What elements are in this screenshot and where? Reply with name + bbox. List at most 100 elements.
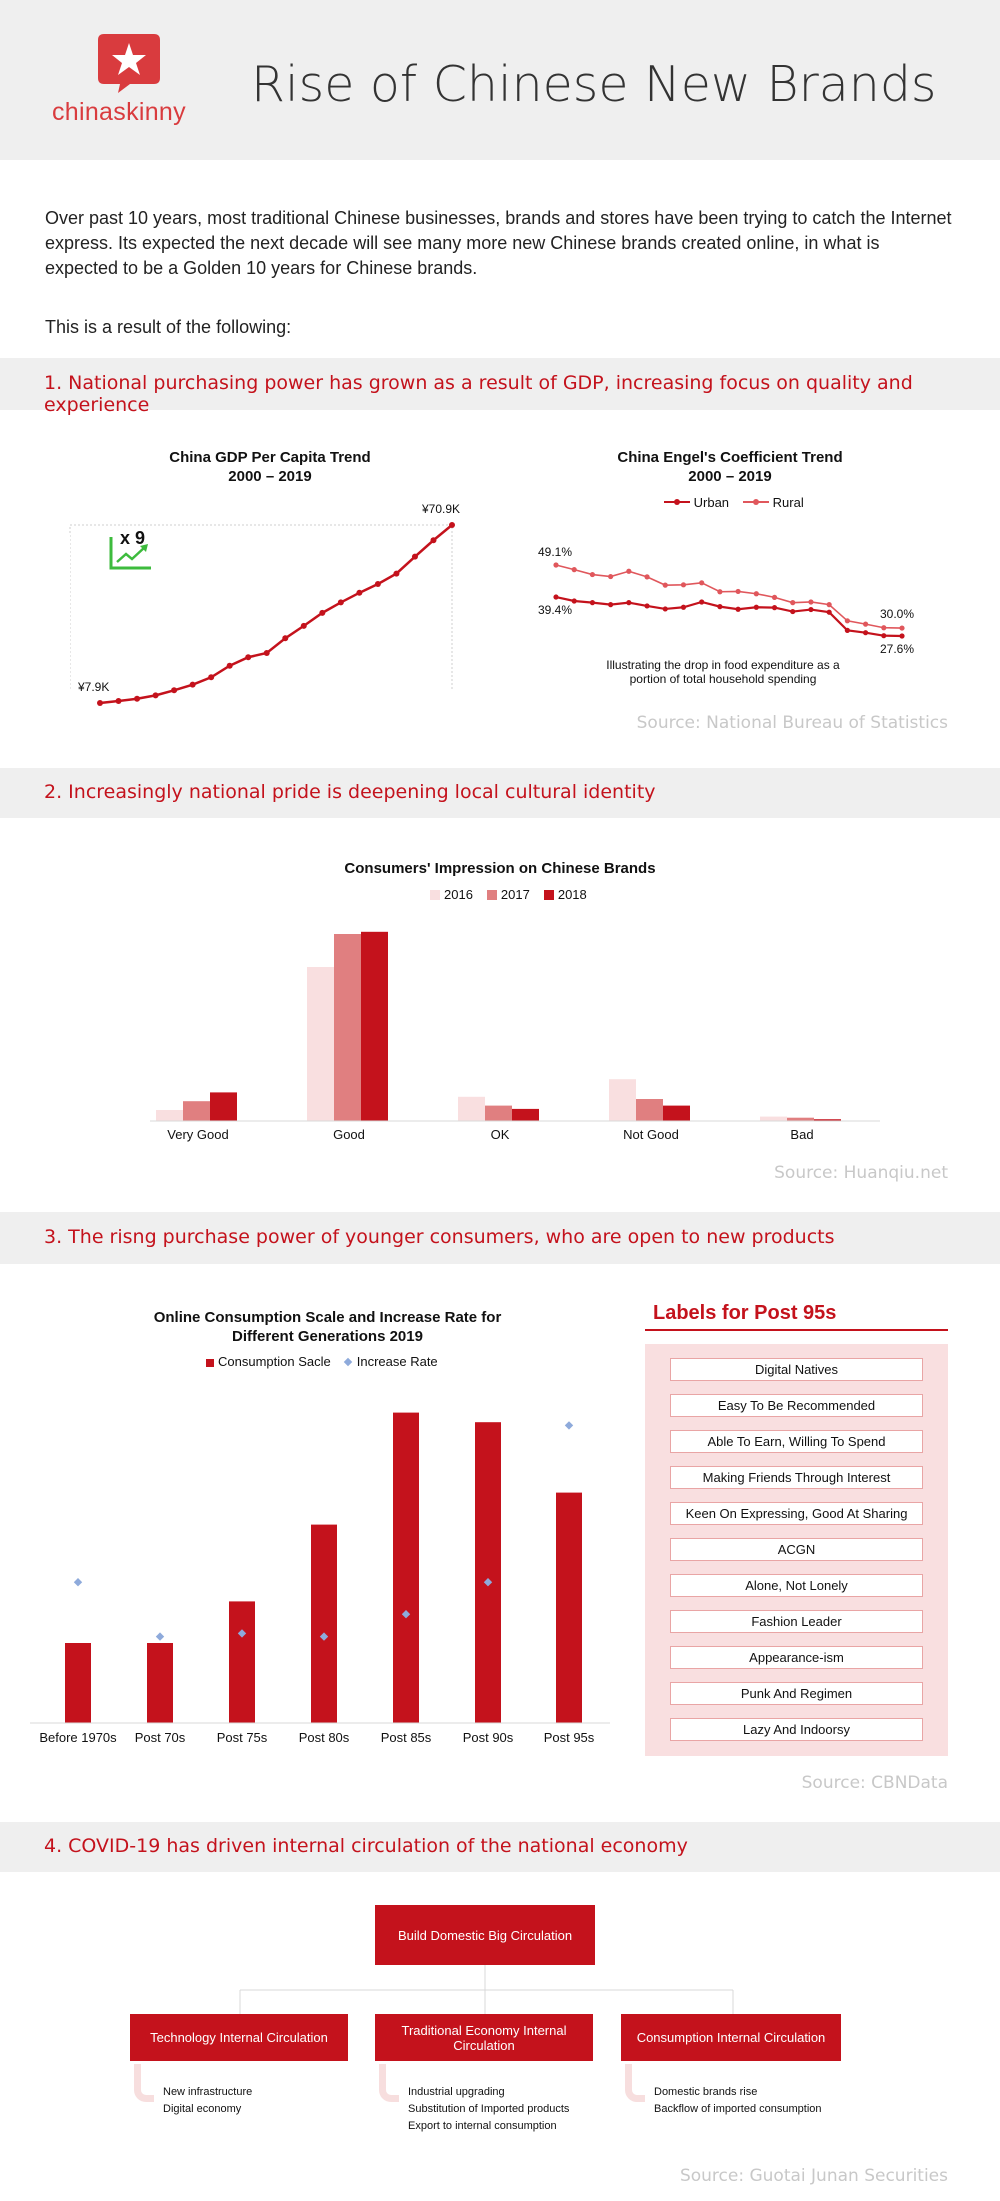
engel-chart: 49.1% 39.4% 30.0% 27.6% — [538, 545, 914, 656]
impression-chart-title: Consumers' Impression on Chinese Brands — [344, 860, 656, 877]
gdp-guide-box — [69, 524, 453, 706]
generations-legend: Consumption Sacle Increase Rate — [206, 1354, 438, 1369]
engel-point-urban — [862, 630, 869, 636]
section-3-band — [0, 1212, 1000, 1264]
gdp-point — [134, 695, 141, 702]
gdp-end-label: ¥70.9K — [421, 502, 460, 516]
engel-point-urban — [644, 603, 650, 609]
engel-point-rural — [771, 594, 778, 600]
engel-point-urban — [790, 608, 796, 615]
engel-point-rural — [717, 589, 723, 595]
engel-urban-start-label: 39.4% — [538, 603, 572, 617]
list-item: Digital economy — [163, 2103, 242, 2115]
list-item: Export to internal consumption — [408, 2120, 557, 2132]
growth-chart-icon — [109, 537, 151, 570]
legend-2018: 2018 — [543, 887, 587, 902]
x-tick-label: Post 75s — [217, 1730, 268, 1745]
engel-point-rural — [753, 591, 759, 597]
intro-lead: This is a result of the following: — [45, 317, 292, 337]
engel-point-rural — [699, 580, 705, 586]
source-2: Source: Huanqiu.net — [774, 1163, 948, 1183]
list-item: Domestic brands rise — [654, 2086, 758, 2098]
engel-point-urban — [808, 606, 814, 613]
logo[interactable]: chinaskinny — [52, 32, 212, 132]
post95-label: Fashion Leader — [670, 1610, 923, 1633]
bar-2018 — [210, 1092, 237, 1121]
gdp-chart: ¥7.9K ¥70.9K x 9 — [60, 502, 462, 720]
growth-icon-arrow — [140, 544, 148, 552]
engel-point-rural — [808, 599, 814, 605]
post95-label: Appearance-ism — [670, 1646, 923, 1669]
gdp-point — [226, 662, 233, 669]
impression-legend: 2016 2017 2018 — [430, 887, 587, 902]
section-1-band — [0, 358, 1000, 410]
legend-rural: Rural — [743, 495, 804, 510]
flow-branch-technology: Technology Internal Circulation — [130, 2014, 348, 2061]
header-band: chinaskinny Rise of Chinese New Brands — [0, 0, 1000, 160]
gdp-multiplier-label: x 9 — [120, 528, 145, 548]
engel-point-rural — [826, 602, 832, 608]
section-2-band — [0, 768, 1000, 818]
bar-2016 — [760, 1116, 787, 1121]
flow-bracket-3 — [625, 2064, 645, 2102]
gdp-guide-mask-left — [60, 535, 70, 720]
flow-bracket-1 — [134, 2064, 154, 2102]
engel-rural-end-label: 30.0% — [880, 607, 914, 621]
gdp-point — [208, 674, 215, 681]
flow-branch-traditional: Traditional Economy Internal Circulation — [375, 2014, 593, 2061]
post95-label: Punk And Regimen — [670, 1682, 923, 1705]
bar-consumption-scale — [311, 1524, 337, 1723]
bar-2018 — [512, 1108, 539, 1121]
engel-series-urban — [555, 595, 903, 638]
engel-rural-start-label: 49.1% — [538, 545, 572, 559]
bar-2017 — [787, 1117, 814, 1121]
section-3-title: 3. The risng purchase power of younger c… — [44, 1226, 835, 1248]
bar-2018 — [814, 1119, 841, 1121]
source-1: Source: National Bureau of Statistics — [636, 713, 948, 733]
gdp-point — [282, 635, 289, 642]
x-tick-label: Before 1970s — [39, 1730, 117, 1745]
bar-2016 — [609, 1079, 636, 1121]
post95-title-rule — [645, 1329, 948, 1331]
engel-point-urban — [589, 600, 596, 606]
list-item: Industrial upgrading — [408, 2086, 505, 2098]
x-tick-label: Post 95s — [544, 1730, 595, 1745]
legend-urban: Urban — [664, 495, 729, 510]
section-4-band — [0, 1822, 1000, 1872]
flow-connectors — [239, 1960, 734, 2015]
gdp-point — [374, 581, 381, 588]
gdp-point — [393, 570, 400, 577]
post95-label: Able To Earn, Willing To Spend — [670, 1430, 923, 1453]
engel-point-rural — [626, 568, 632, 574]
post95-label: Digital Natives — [670, 1358, 923, 1381]
logo-star-icon — [98, 34, 160, 93]
engel-point-urban — [753, 604, 759, 610]
gdp-point — [263, 649, 270, 656]
gdp-point — [356, 589, 363, 596]
gdp-guide-mask — [62, 690, 462, 720]
x-tick-label: Not Good — [623, 1127, 679, 1142]
engel-point-urban — [699, 599, 705, 605]
gdp-point — [337, 599, 344, 606]
post95-label: Alone, Not Lonely — [670, 1574, 923, 1597]
engel-point-urban — [608, 602, 614, 608]
engel-point-urban — [844, 627, 850, 633]
bar-2016 — [458, 1096, 485, 1121]
bar-2017 — [183, 1101, 210, 1121]
generations-chart: Before 1970s Post 70s Post 75s Post 80s Post… — [30, 1412, 610, 1745]
legend-2017: 2017 — [486, 887, 530, 902]
x-tick-label: OK — [491, 1127, 510, 1142]
x-tick-label: Post 70s — [135, 1730, 186, 1745]
engel-series-rural — [555, 564, 903, 629]
post95-label: ACGN — [670, 1538, 923, 1561]
engel-point-rural — [844, 618, 850, 624]
bar-2017 — [636, 1099, 663, 1121]
source-3: Source: CBNData — [801, 1773, 948, 1793]
engel-point-rural — [899, 625, 905, 631]
point-increase-rate — [564, 1421, 574, 1430]
list-item: Backflow of imported consumption — [654, 2103, 822, 2115]
gdp-point — [97, 700, 103, 706]
engel-point-rural — [662, 582, 668, 588]
point-increase-rate — [73, 1578, 83, 1587]
page-title: Rise of Chinese New Brands — [251, 56, 937, 113]
